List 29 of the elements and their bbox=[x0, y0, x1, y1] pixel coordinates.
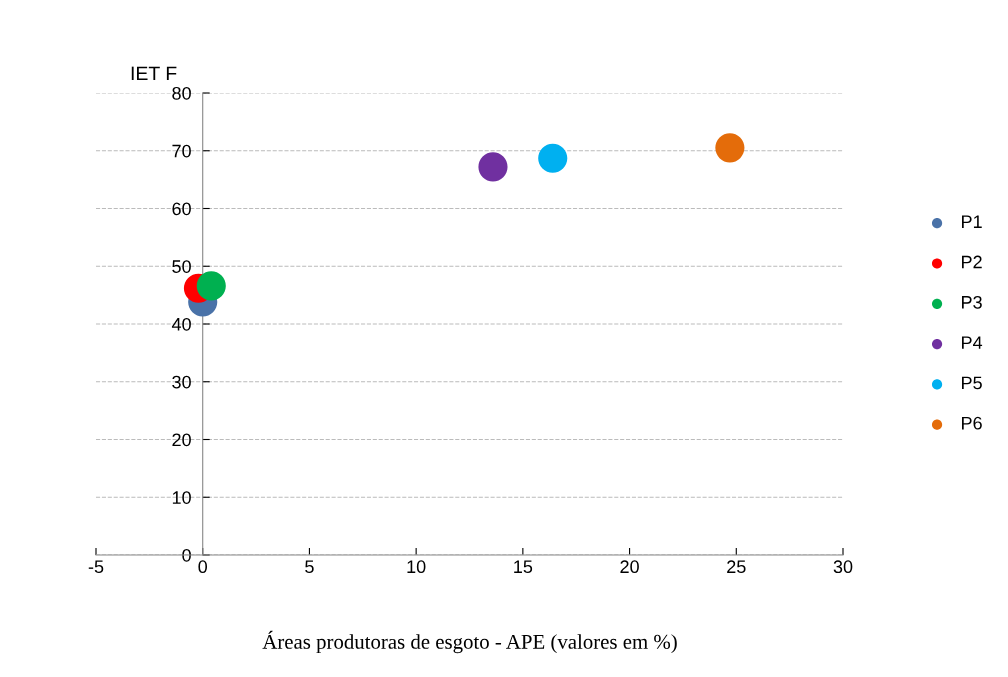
y-tick-label: 60 bbox=[172, 202, 191, 216]
legend-label: P1 bbox=[962, 215, 982, 228]
y-tick-label: 50 bbox=[172, 260, 191, 273]
legend-label: P5 bbox=[962, 376, 982, 390]
x-tick-label: 10 bbox=[407, 560, 426, 574]
y-tick-label: 20 bbox=[172, 433, 191, 447]
x-tick-label: -5 bbox=[88, 560, 104, 574]
legend-label: P4 bbox=[962, 336, 983, 349]
x-tick-label: 25 bbox=[727, 560, 746, 574]
x-tick-label: 30 bbox=[833, 560, 853, 574]
point bbox=[715, 133, 745, 163]
point bbox=[538, 143, 568, 173]
point bbox=[478, 152, 508, 182]
y-tick-label: 40 bbox=[171, 317, 191, 331]
y-tick-label: 80 bbox=[172, 86, 191, 100]
y-tick-label: 70 bbox=[172, 144, 191, 158]
point bbox=[196, 271, 226, 301]
y-tick-label: 10 bbox=[172, 491, 191, 504]
x-tick-label: 20 bbox=[620, 560, 639, 574]
x-axis-title: Áreas produtoras de esgoto - APE (valores em %) bbox=[262, 630, 677, 654]
legend-label: P3 bbox=[962, 295, 982, 309]
y-tick-label: 30 bbox=[172, 375, 191, 389]
legend-label: P6 bbox=[962, 416, 982, 430]
x-tick-label: 0 bbox=[198, 560, 208, 574]
x-tick-label: 15 bbox=[514, 560, 533, 574]
y-axis-title: IET F bbox=[131, 66, 177, 81]
y-tick-label: 0 bbox=[182, 548, 191, 562]
legend-label: P2 bbox=[962, 255, 982, 269]
x-tick-label: 5 bbox=[305, 560, 314, 574]
